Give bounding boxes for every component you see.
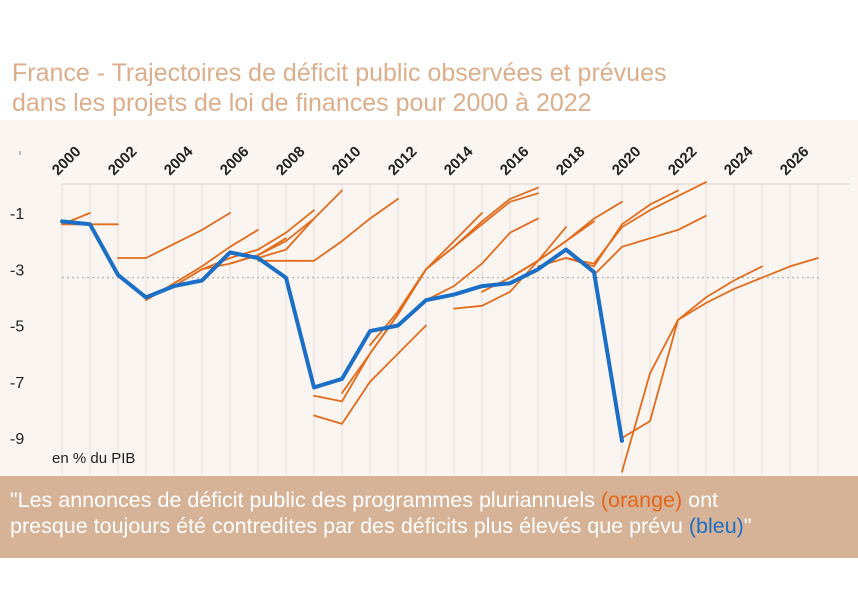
y-tick-label-minus-5: -5	[10, 319, 24, 336]
x-tick-label-2002: 2002	[105, 143, 141, 179]
chart-title-line-1: France - Trajectoires de déficit public …	[12, 59, 667, 87]
quote-line-1-start: "Les annonces de déficit public des prog…	[10, 488, 601, 512]
x-tick-label-2012: 2012	[385, 143, 421, 179]
y-tick-label-minus-7: -7	[10, 375, 24, 392]
unit-label: en % du PIB	[52, 450, 135, 467]
quote-orange-highlight: (orange)	[600, 488, 683, 512]
chart-title: France - Trajectoires de déficit public …	[12, 58, 852, 118]
y-axis-ticks: -1 -3 -5 -7 -9	[10, 206, 24, 448]
forecast-line-18	[509, 200, 623, 279]
actual-series-group	[60, 219, 624, 443]
y-tick-label-minus-9: -9	[10, 431, 24, 448]
x-tick-label-2024: 2024	[721, 143, 757, 179]
x-tick-label-2020: 2020	[609, 143, 645, 179]
forecast-line-9	[257, 197, 399, 262]
x-tick-label-2000: 2000	[49, 143, 85, 179]
x-tick-label-2006: 2006	[217, 143, 253, 179]
y-tick-label-minus-1: -1	[10, 206, 24, 223]
chart-title-line-2: dans les projets de loi de finances pour…	[12, 89, 592, 117]
quote-line-2-start: presque toujours été contredites par des…	[10, 514, 689, 538]
quote-line-1: "Les annonces de déficit public des prog…	[10, 487, 858, 513]
forecast-series-group	[61, 181, 819, 473]
vertical-gridlines	[19, 151, 850, 474]
quote-line-2-end: "	[743, 514, 752, 538]
quote-line-2: presque toujours été contredites par des…	[10, 513, 858, 539]
y-tick-label-minus-3: -3	[10, 262, 24, 279]
forecast-line-14	[397, 186, 539, 313]
quote-banner: "Les annonces de déficit public des prog…	[0, 476, 858, 558]
forecast-line-22	[621, 265, 763, 473]
quote-line-1-end: ont	[682, 488, 719, 512]
forecast-line-7	[229, 217, 315, 265]
x-tick-label-2016: 2016	[497, 143, 533, 179]
x-tick-label-2026: 2026	[777, 143, 813, 179]
x-tick-label-2010: 2010	[329, 143, 365, 179]
x-tick-label-2022: 2022	[665, 143, 701, 179]
actual-deficit-line	[60, 219, 624, 443]
x-tick-label-2004: 2004	[161, 143, 197, 179]
forecast-line-23	[621, 257, 819, 439]
x-tick-label-2014: 2014	[441, 143, 477, 179]
quote-blue-highlight: (bleu)	[688, 514, 744, 538]
forecast-line-10	[313, 324, 427, 425]
forecast-line-16	[453, 226, 567, 310]
forecast-line-15	[425, 217, 539, 302]
x-tick-label-2018: 2018	[553, 143, 589, 179]
forecast-line-21	[593, 214, 707, 276]
forecast-line-8	[257, 189, 343, 259]
forecast-line-3	[117, 212, 231, 259]
x-tick-label-2008: 2008	[273, 143, 309, 179]
x-axis-ticks: 2000 2002 2004 2006 2008 2010 2012 2014 2016 2018…	[49, 143, 813, 179]
forecast-line-20	[565, 181, 707, 265]
